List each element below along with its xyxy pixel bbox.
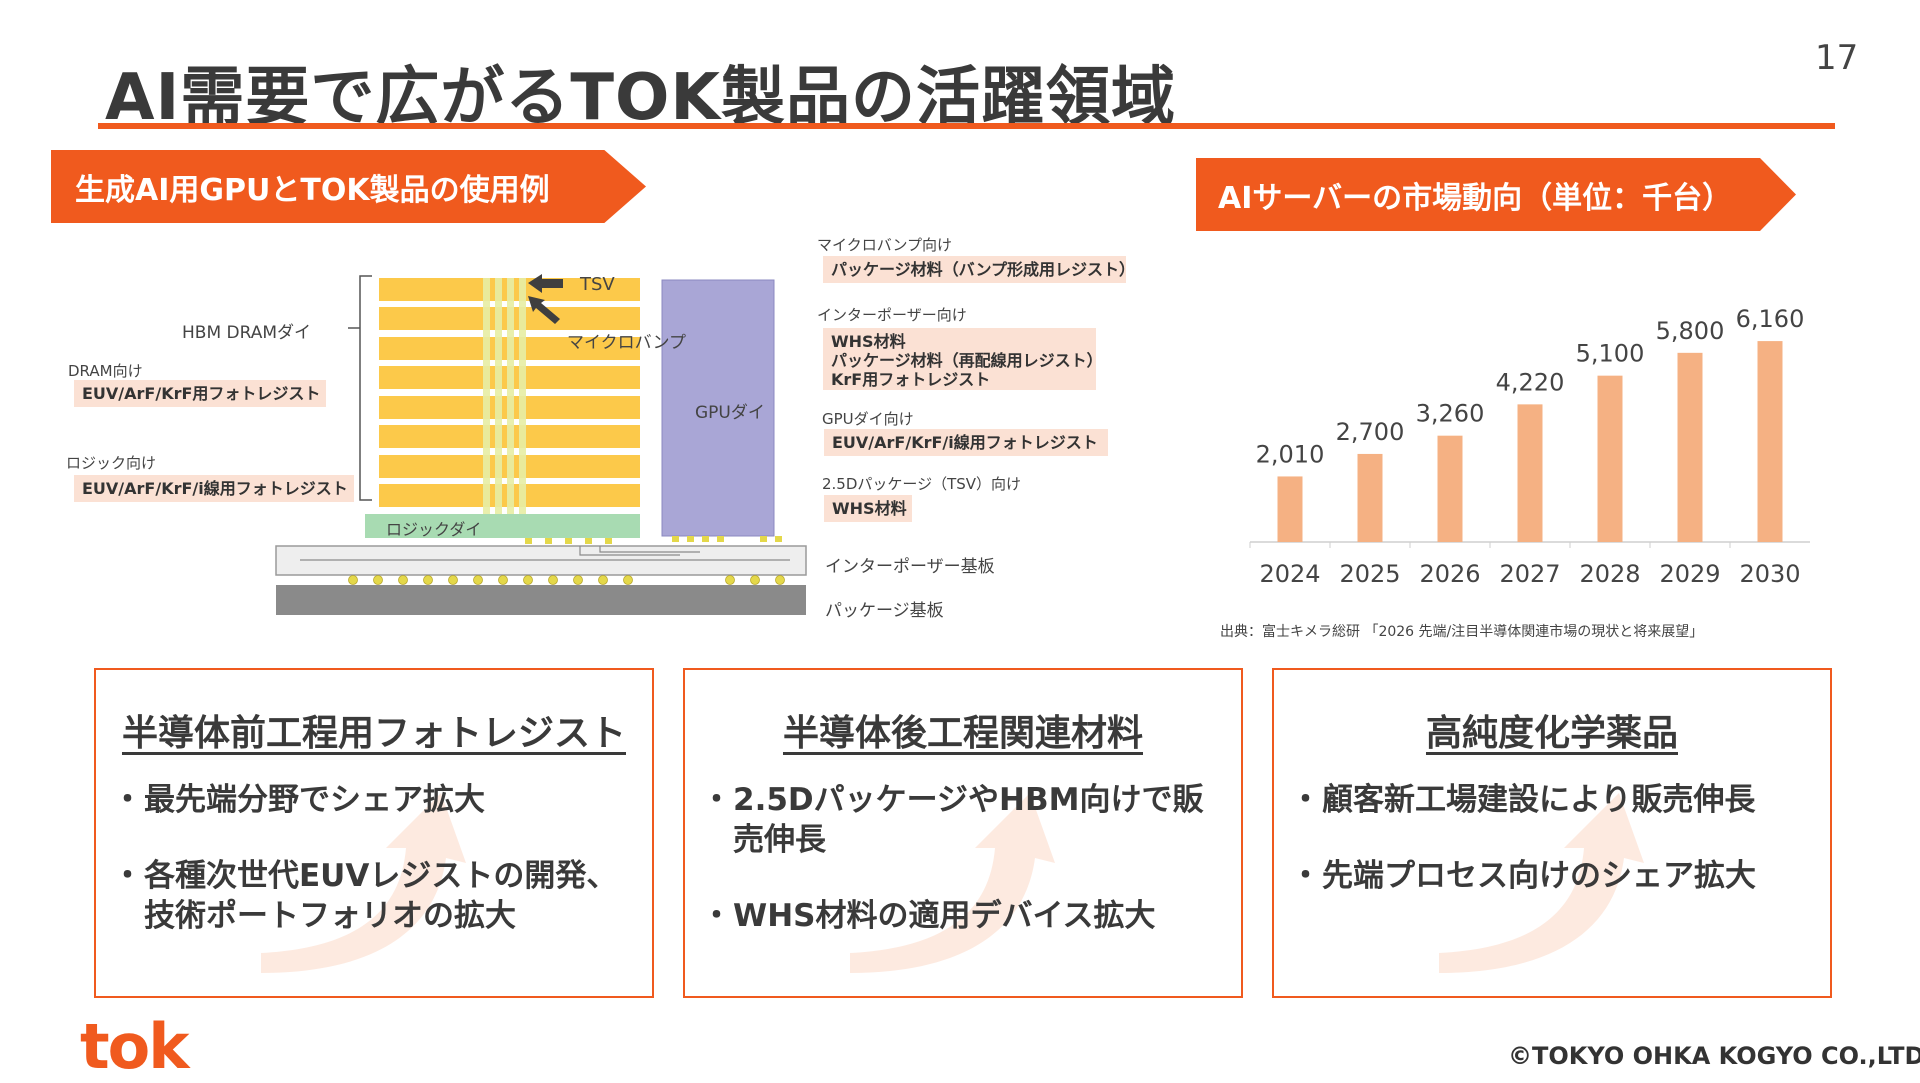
package-for-label: 2.5Dパッケージ（TSV）向け — [822, 475, 1022, 493]
gpu-product-box: EUV/ArF/KrF/i線用フォトレジスト — [824, 429, 1108, 456]
interposer-wiring — [300, 546, 790, 561]
data-label-2025: 2,700 — [1336, 418, 1405, 446]
title-underline — [98, 123, 1835, 129]
x-tick-label-2028: 2028 — [1579, 560, 1640, 588]
page-number: 17 — [1815, 38, 1859, 78]
microbump-product-box: パッケージ材料（バンプ形成用レジスト） — [823, 256, 1135, 283]
x-tick-label-2029: 2029 — [1659, 560, 1720, 588]
microbump-arrow — [528, 296, 560, 324]
card-title: 高純度化学薬品 — [1425, 713, 1678, 754]
data-label-2028: 5,100 — [1576, 340, 1645, 368]
tsv-columns — [483, 278, 526, 514]
gpu-for-label: GPUダイ向け — [822, 410, 914, 428]
microbump-label: マイクロバンプ — [567, 333, 686, 353]
interposer-label: インターポーザー基板 — [825, 557, 995, 577]
interposer-for-label: インターポーザー向け — [817, 306, 967, 324]
interposer-product-2: パッケージ材料（再配線用レジスト） — [831, 351, 1103, 370]
card-bullet: 顧客新工場建設により販売伸長 — [1290, 780, 1810, 820]
growth-arrow-icon — [261, 793, 466, 973]
ai-server-bar-chart: 2,010 2024 2,700 2025 3,260 2026 4,220 2027 5,10… — [1249, 305, 1810, 588]
package-substrate — [276, 585, 806, 615]
logic-die — [365, 514, 640, 538]
chart-source: 出典：富士キメラ総研 「2026 先端/注目半導体関連市場の現状と将来展望」 — [1220, 624, 1704, 640]
left-section-banner: 生成AI用GPUとTOK製品の使用例 — [51, 150, 646, 223]
data-label-2030: 6,160 — [1736, 305, 1805, 333]
bar-2028 — [1597, 375, 1623, 542]
bar-2030 — [1757, 341, 1783, 542]
card-backend-materials: 半導体後工程関連材料 2.5DパッケージやHBM向けで販売伸長 WHS材料の適用… — [683, 668, 1243, 998]
gpu-die-label: GPUダイ — [695, 403, 765, 423]
gpu-die — [661, 279, 775, 537]
interposer-product-1: WHS材料 — [831, 332, 906, 351]
card-bullet: 各種次世代EUVレジストの開発、技術ポートフォリオの拡大 — [112, 856, 632, 936]
x-tick-label-2027: 2027 — [1499, 560, 1560, 588]
growth-arrow-icon — [1439, 793, 1644, 973]
solder-balls — [348, 575, 785, 585]
bar-2024 — [1277, 476, 1303, 542]
tsv-arrow — [528, 274, 563, 293]
x-tick-label-2024: 2024 — [1259, 560, 1320, 588]
interposer-product-3: KrF用フォトレジスト — [831, 370, 991, 389]
card-bullet: 2.5DパッケージやHBM向けで販売伸長 — [701, 780, 1221, 860]
logic-for-label: ロジック向け — [66, 454, 157, 472]
right-section-banner: AIサーバーの市場動向（単位：千台） — [1196, 158, 1796, 231]
microbump-for-label: マイクロバンプ向け — [817, 236, 953, 254]
x-tick-label-2026: 2026 — [1419, 560, 1480, 588]
dram-product-box: EUV/ArF/KrF用フォトレジスト — [74, 380, 326, 407]
tsv-label: TSV — [580, 274, 615, 295]
data-label-2029: 5,800 — [1656, 317, 1725, 345]
microbumps — [525, 536, 782, 544]
tok-logo: tok — [80, 1010, 189, 1083]
x-tick-label-2025: 2025 — [1339, 560, 1400, 588]
bar-2026 — [1437, 435, 1463, 542]
card-frontend-photoresist: 半導体前工程用フォトレジスト 最先端分野でシェア拡大 各種次世代EUVレジストの… — [94, 668, 654, 998]
bar-2029 — [1677, 352, 1703, 542]
hbm-bracket — [359, 275, 372, 501]
data-label-2026: 3,260 — [1416, 400, 1485, 428]
hbm-label: HBM DRAMダイ — [182, 323, 312, 343]
dram-for-label: DRAM向け — [68, 362, 143, 380]
x-tick-label-2030: 2030 — [1739, 560, 1800, 588]
copyright: ©TOKYO OHKA KOGYO CO.,LTD. — [1508, 1042, 1920, 1070]
logic-product-box: EUV/ArF/KrF/i線用フォトレジスト — [74, 475, 354, 502]
package-product-box: WHS材料 — [824, 495, 912, 522]
card-bullet: 先端プロセス向けのシェア拡大 — [1290, 856, 1810, 896]
card-bullet: 最先端分野でシェア拡大 — [112, 780, 632, 820]
card-high-purity-chemicals: 高純度化学薬品 顧客新工場建設により販売伸長 先端プロセス向けのシェア拡大 — [1272, 668, 1832, 998]
logic-die-label: ロジックダイ — [386, 520, 482, 539]
card-title: 半導体後工程関連材料 — [782, 713, 1143, 754]
bar-2025 — [1357, 453, 1383, 542]
card-bullet: WHS材料の適用デバイス拡大 — [701, 896, 1221, 936]
interposer-product-box: WHS材料 パッケージ材料（再配線用レジスト） KrF用フォトレジスト — [823, 328, 1103, 390]
data-label-2024: 2,010 — [1256, 440, 1325, 468]
package-substrate-label: パッケージ基板 — [825, 601, 944, 621]
bar-2027 — [1517, 404, 1543, 542]
page-title: AI需要で広がるTOK製品の活躍領域 — [105, 61, 1176, 135]
data-label-2027: 4,220 — [1496, 368, 1565, 396]
card-title: 半導体前工程用フォトレジスト — [121, 713, 626, 754]
